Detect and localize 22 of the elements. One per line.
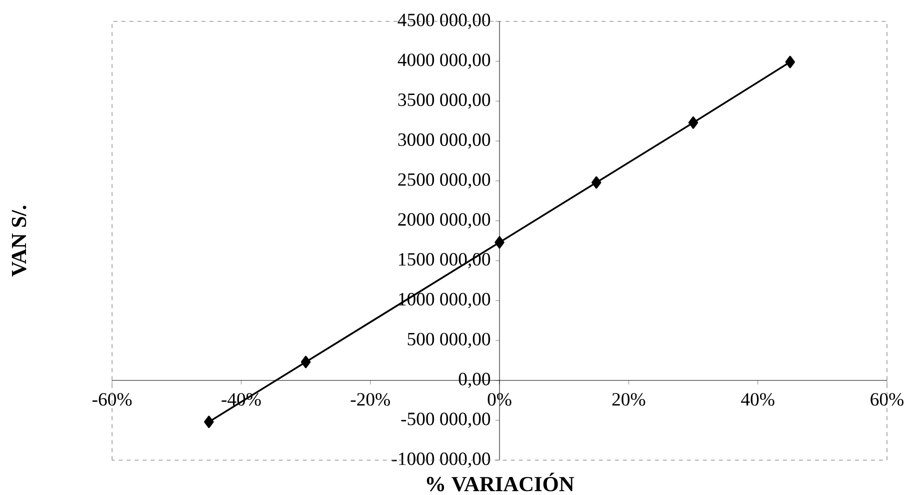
- point: [494, 236, 504, 249]
- y-tick-label: -1000 000,00: [392, 452, 490, 468]
- x-tick-label: 40%: [741, 393, 774, 406]
- point: [204, 416, 214, 428]
- y-tick-label: 4500 000,00: [398, 14, 490, 30]
- y-tick-label: 2000 000,00: [398, 213, 490, 229]
- y-tick-label: 500 000,00: [408, 332, 490, 348]
- point: [592, 176, 602, 189]
- point: [688, 116, 698, 129]
- x-axis-title: % VARIACIÓN: [426, 472, 574, 492]
- x-tick-label: 20%: [612, 393, 646, 406]
- y-tick-label: 2500 000,00: [398, 173, 490, 189]
- x-tick-label: -20%: [350, 393, 390, 406]
- x-tick-label: -60%: [92, 393, 132, 406]
- y-tick-label: 3500 000,00: [398, 94, 490, 109]
- y-tick-label: 3000 000,00: [398, 133, 490, 149]
- y-tick-label: 4000 000,00: [398, 54, 490, 69]
- y-tick-label: -500 000,00: [401, 412, 490, 428]
- point: [300, 356, 311, 368]
- point: [785, 56, 795, 68]
- y-axis-title: VAN S/.: [12, 206, 26, 277]
- x-tick-label: 60%: [870, 393, 904, 406]
